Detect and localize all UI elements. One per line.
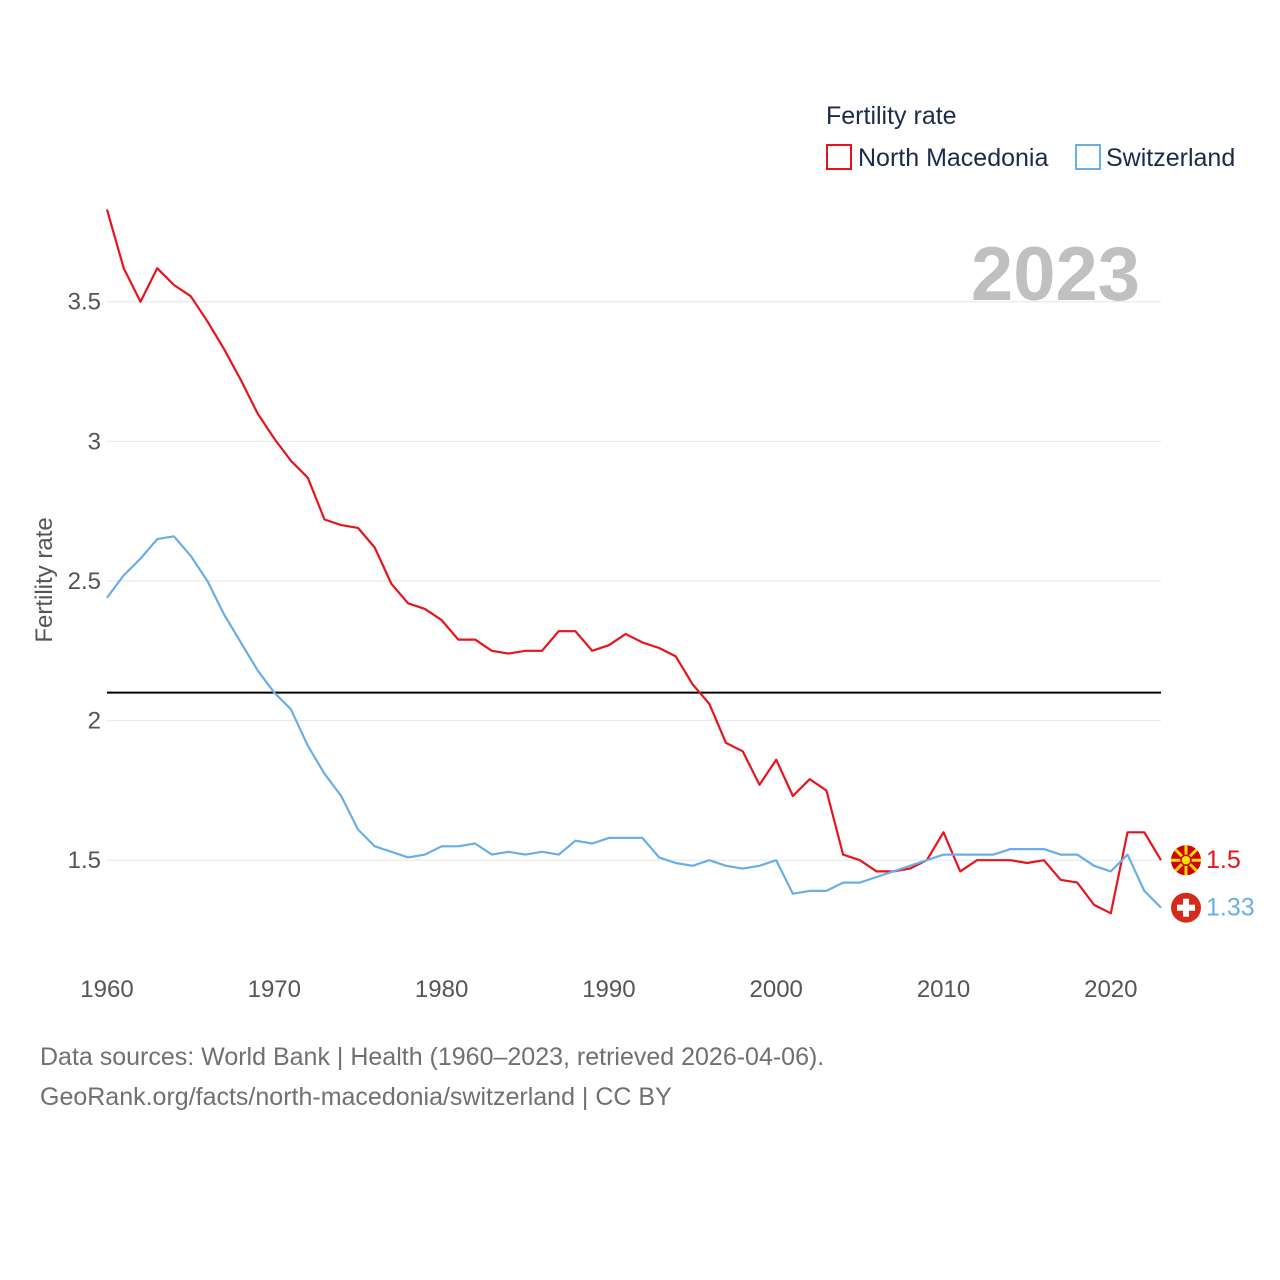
- x-tick-label: 1960: [80, 976, 133, 1003]
- legend-label-north-macedonia: North Macedonia: [858, 144, 1048, 172]
- source-line-1: Data sources: World Bank | Health (1960–…: [40, 1043, 825, 1071]
- switzerland-flag-icon: [1171, 892, 1201, 923]
- y-axis-label: Fertility rate: [31, 517, 58, 642]
- north-macedonia-flag-icon: [1171, 845, 1201, 876]
- x-tick-label: 1970: [248, 976, 301, 1003]
- end-label-north-macedonia: 1.5: [1206, 846, 1241, 874]
- x-tick-label: 2010: [917, 976, 970, 1003]
- source-line-2[interactable]: GeoRank.org/facts/north-macedonia/switze…: [40, 1083, 672, 1111]
- grid-lines: [107, 301, 1161, 861]
- series-lines: [105, 209, 1162, 915]
- x-tick-label: 1980: [415, 976, 468, 1003]
- x-tick-label: 1990: [582, 976, 635, 1003]
- end-label-switzerland: 1.33: [1206, 894, 1255, 922]
- y-tick-label: 2.5: [68, 568, 101, 595]
- x-axis-ticks: 1960 1970 1980 1990 2000 2010 2020: [80, 976, 1137, 1003]
- series-line-north-macedonia: [105, 209, 1162, 915]
- y-axis-ticks: 1.5 2 2.5 3 3.5: [68, 289, 101, 874]
- series-line-switzerland: [106, 535, 1162, 909]
- end-markers: 1.5 1.33: [1171, 845, 1255, 923]
- y-tick-label: 3.5: [68, 289, 101, 316]
- legend-label-switzerland: Switzerland: [1106, 144, 1235, 172]
- y-tick-label: 3: [88, 428, 101, 455]
- legend-swatch-north-macedonia: [826, 144, 852, 170]
- year-watermark: 2023: [971, 232, 1140, 317]
- legend: Fertility rate North Macedonia Switzerla…: [826, 102, 1235, 172]
- legend-swatch-switzerland: [1075, 144, 1101, 170]
- y-tick-label: 2: [88, 708, 101, 735]
- x-tick-label: 2020: [1084, 976, 1137, 1003]
- y-tick-label: 1.5: [68, 847, 101, 874]
- x-tick-label: 2000: [750, 976, 803, 1003]
- legend-title: Fertility rate: [826, 102, 957, 130]
